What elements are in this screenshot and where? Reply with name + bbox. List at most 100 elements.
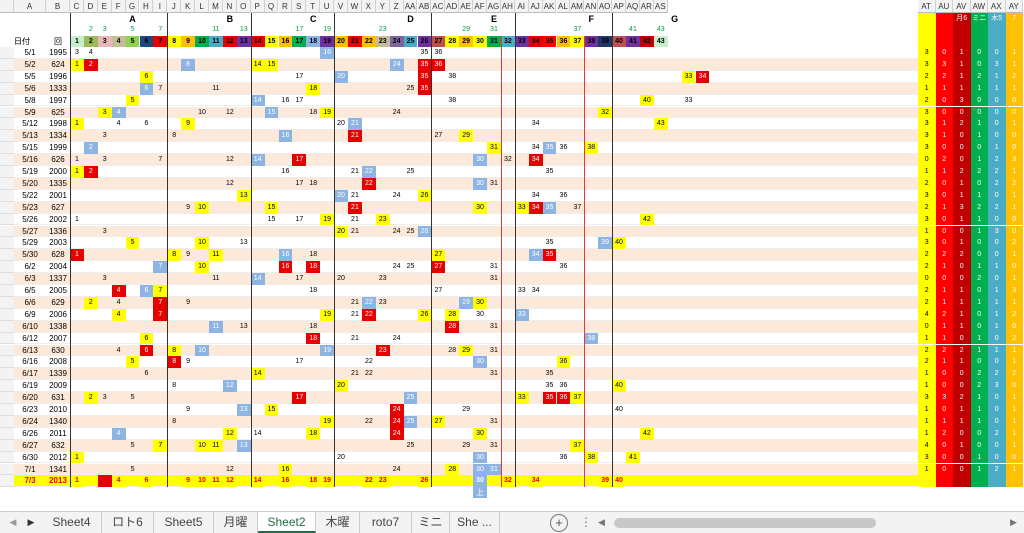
column-header[interactable]: Y <box>375 0 390 13</box>
column-header[interactable]: AQ <box>626 0 640 13</box>
column-header[interactable]: AV <box>953 0 971 13</box>
column-header[interactable]: AT <box>918 0 936 13</box>
column-header[interactable]: R <box>278 0 293 13</box>
column-header[interactable]: D <box>83 0 98 13</box>
column-header[interactable]: P <box>250 0 265 13</box>
column-header[interactable]: AR <box>639 0 654 13</box>
column-header[interactable]: AS <box>653 0 668 13</box>
row-header[interactable] <box>0 427 14 440</box>
column-header[interactable]: U <box>320 0 335 13</box>
row-header[interactable] <box>0 70 14 83</box>
row-header[interactable] <box>0 82 14 95</box>
column-header[interactable]: AK <box>542 0 557 13</box>
row-header[interactable] <box>0 154 14 166</box>
column-header[interactable]: S <box>292 0 307 13</box>
scroll-right-icon[interactable]: ▶ <box>27 517 35 527</box>
row-header[interactable] <box>0 166 14 178</box>
column-header[interactable]: AJ <box>528 0 543 13</box>
column-header[interactable]: AL <box>556 0 571 13</box>
column-header[interactable]: AC <box>431 0 446 13</box>
more-options-icon[interactable]: ⋮ <box>580 515 592 529</box>
column-header[interactable]: Q <box>264 0 279 13</box>
sheet-tab[interactable]: 月曜 <box>214 512 258 533</box>
row-header[interactable] <box>0 201 14 214</box>
row-header[interactable] <box>0 177 14 190</box>
row-header[interactable] <box>0 142 14 155</box>
column-header[interactable]: C <box>70 0 84 13</box>
column-header[interactable]: AI <box>514 0 529 13</box>
column-header[interactable]: Z <box>389 0 404 13</box>
sheet-tab[interactable]: She ... <box>450 512 500 533</box>
row-header[interactable] <box>0 475 14 488</box>
hscroll-right-icon[interactable]: ▶ <box>1010 517 1017 527</box>
row-header[interactable] <box>0 451 14 464</box>
hscroll-left-icon[interactable]: ◀ <box>598 517 605 527</box>
column-header[interactable]: A <box>14 0 46 13</box>
row-header[interactable] <box>0 189 14 202</box>
column-header[interactable]: AP <box>612 0 626 13</box>
sheet-tab[interactable]: roto7 <box>360 512 412 533</box>
sheet-tab[interactable]: Sheet4 <box>42 512 102 533</box>
row-header[interactable] <box>0 356 14 369</box>
column-header[interactable]: AN <box>584 0 599 13</box>
column-header[interactable]: E <box>97 0 112 13</box>
row-header[interactable] <box>0 237 14 250</box>
column-header[interactable]: X <box>361 0 376 13</box>
column-header[interactable]: AX <box>988 0 1006 13</box>
row-header[interactable] <box>0 47 14 59</box>
column-header[interactable]: I <box>153 0 168 13</box>
row-header[interactable] <box>0 308 14 321</box>
row-header[interactable] <box>0 225 14 238</box>
add-sheet-button[interactable]: + <box>550 514 568 532</box>
row-header[interactable] <box>0 332 14 345</box>
column-header[interactable]: W <box>348 0 362 13</box>
row-header[interactable] <box>0 463 14 476</box>
row-header[interactable] <box>0 404 14 416</box>
column-header[interactable]: AM <box>570 0 585 13</box>
sheet-tab[interactable]: Sheet5 <box>154 512 214 533</box>
column-header[interactable]: K <box>181 0 196 13</box>
sheet-tab[interactable]: ロト6 <box>102 512 154 533</box>
row-header[interactable] <box>0 415 14 428</box>
row-header[interactable] <box>0 94 14 107</box>
column-header[interactable]: AB <box>417 0 432 13</box>
row-header[interactable] <box>0 249 14 262</box>
row-header[interactable] <box>0 439 14 452</box>
row-header[interactable] <box>0 118 14 131</box>
column-header[interactable]: V <box>334 0 348 13</box>
horizontal-scrollbar[interactable] <box>614 518 876 528</box>
row-header[interactable] <box>0 285 14 297</box>
column-header[interactable]: L <box>195 0 209 13</box>
row-header[interactable] <box>0 296 14 309</box>
column-header[interactable]: F <box>111 0 126 13</box>
column-header[interactable]: AU <box>935 0 953 13</box>
row-header[interactable] <box>0 368 14 381</box>
column-header[interactable]: AW <box>970 0 988 13</box>
column-header[interactable]: AH <box>500 0 515 13</box>
row-header[interactable] <box>0 213 14 226</box>
column-header[interactable]: B <box>46 0 70 13</box>
column-header[interactable]: N <box>222 0 237 13</box>
row-header[interactable] <box>0 106 14 119</box>
corner-cell[interactable] <box>0 0 14 13</box>
scroll-left-icon[interactable]: ◀ <box>9 517 17 527</box>
column-header[interactable]: G <box>125 0 140 13</box>
row-header[interactable] <box>0 130 14 143</box>
row-header[interactable] <box>0 344 14 357</box>
row-header[interactable] <box>0 58 14 71</box>
column-header[interactable]: H <box>139 0 154 13</box>
row-header[interactable] <box>0 392 14 404</box>
column-header[interactable]: T <box>306 0 321 13</box>
column-header[interactable]: J <box>167 0 182 13</box>
row-header[interactable] <box>0 380 14 393</box>
column-header[interactable]: O <box>236 0 251 13</box>
sheet-tab[interactable]: ミニ <box>412 512 450 533</box>
row-header[interactable] <box>0 261 14 274</box>
sheet-tab[interactable]: Sheet2 <box>258 512 316 533</box>
row-header[interactable] <box>0 273 14 285</box>
column-header[interactable]: AY <box>1005 0 1023 13</box>
column-header[interactable]: AD <box>445 0 460 13</box>
row-header[interactable] <box>0 320 14 333</box>
column-header[interactable]: AO <box>598 0 613 13</box>
